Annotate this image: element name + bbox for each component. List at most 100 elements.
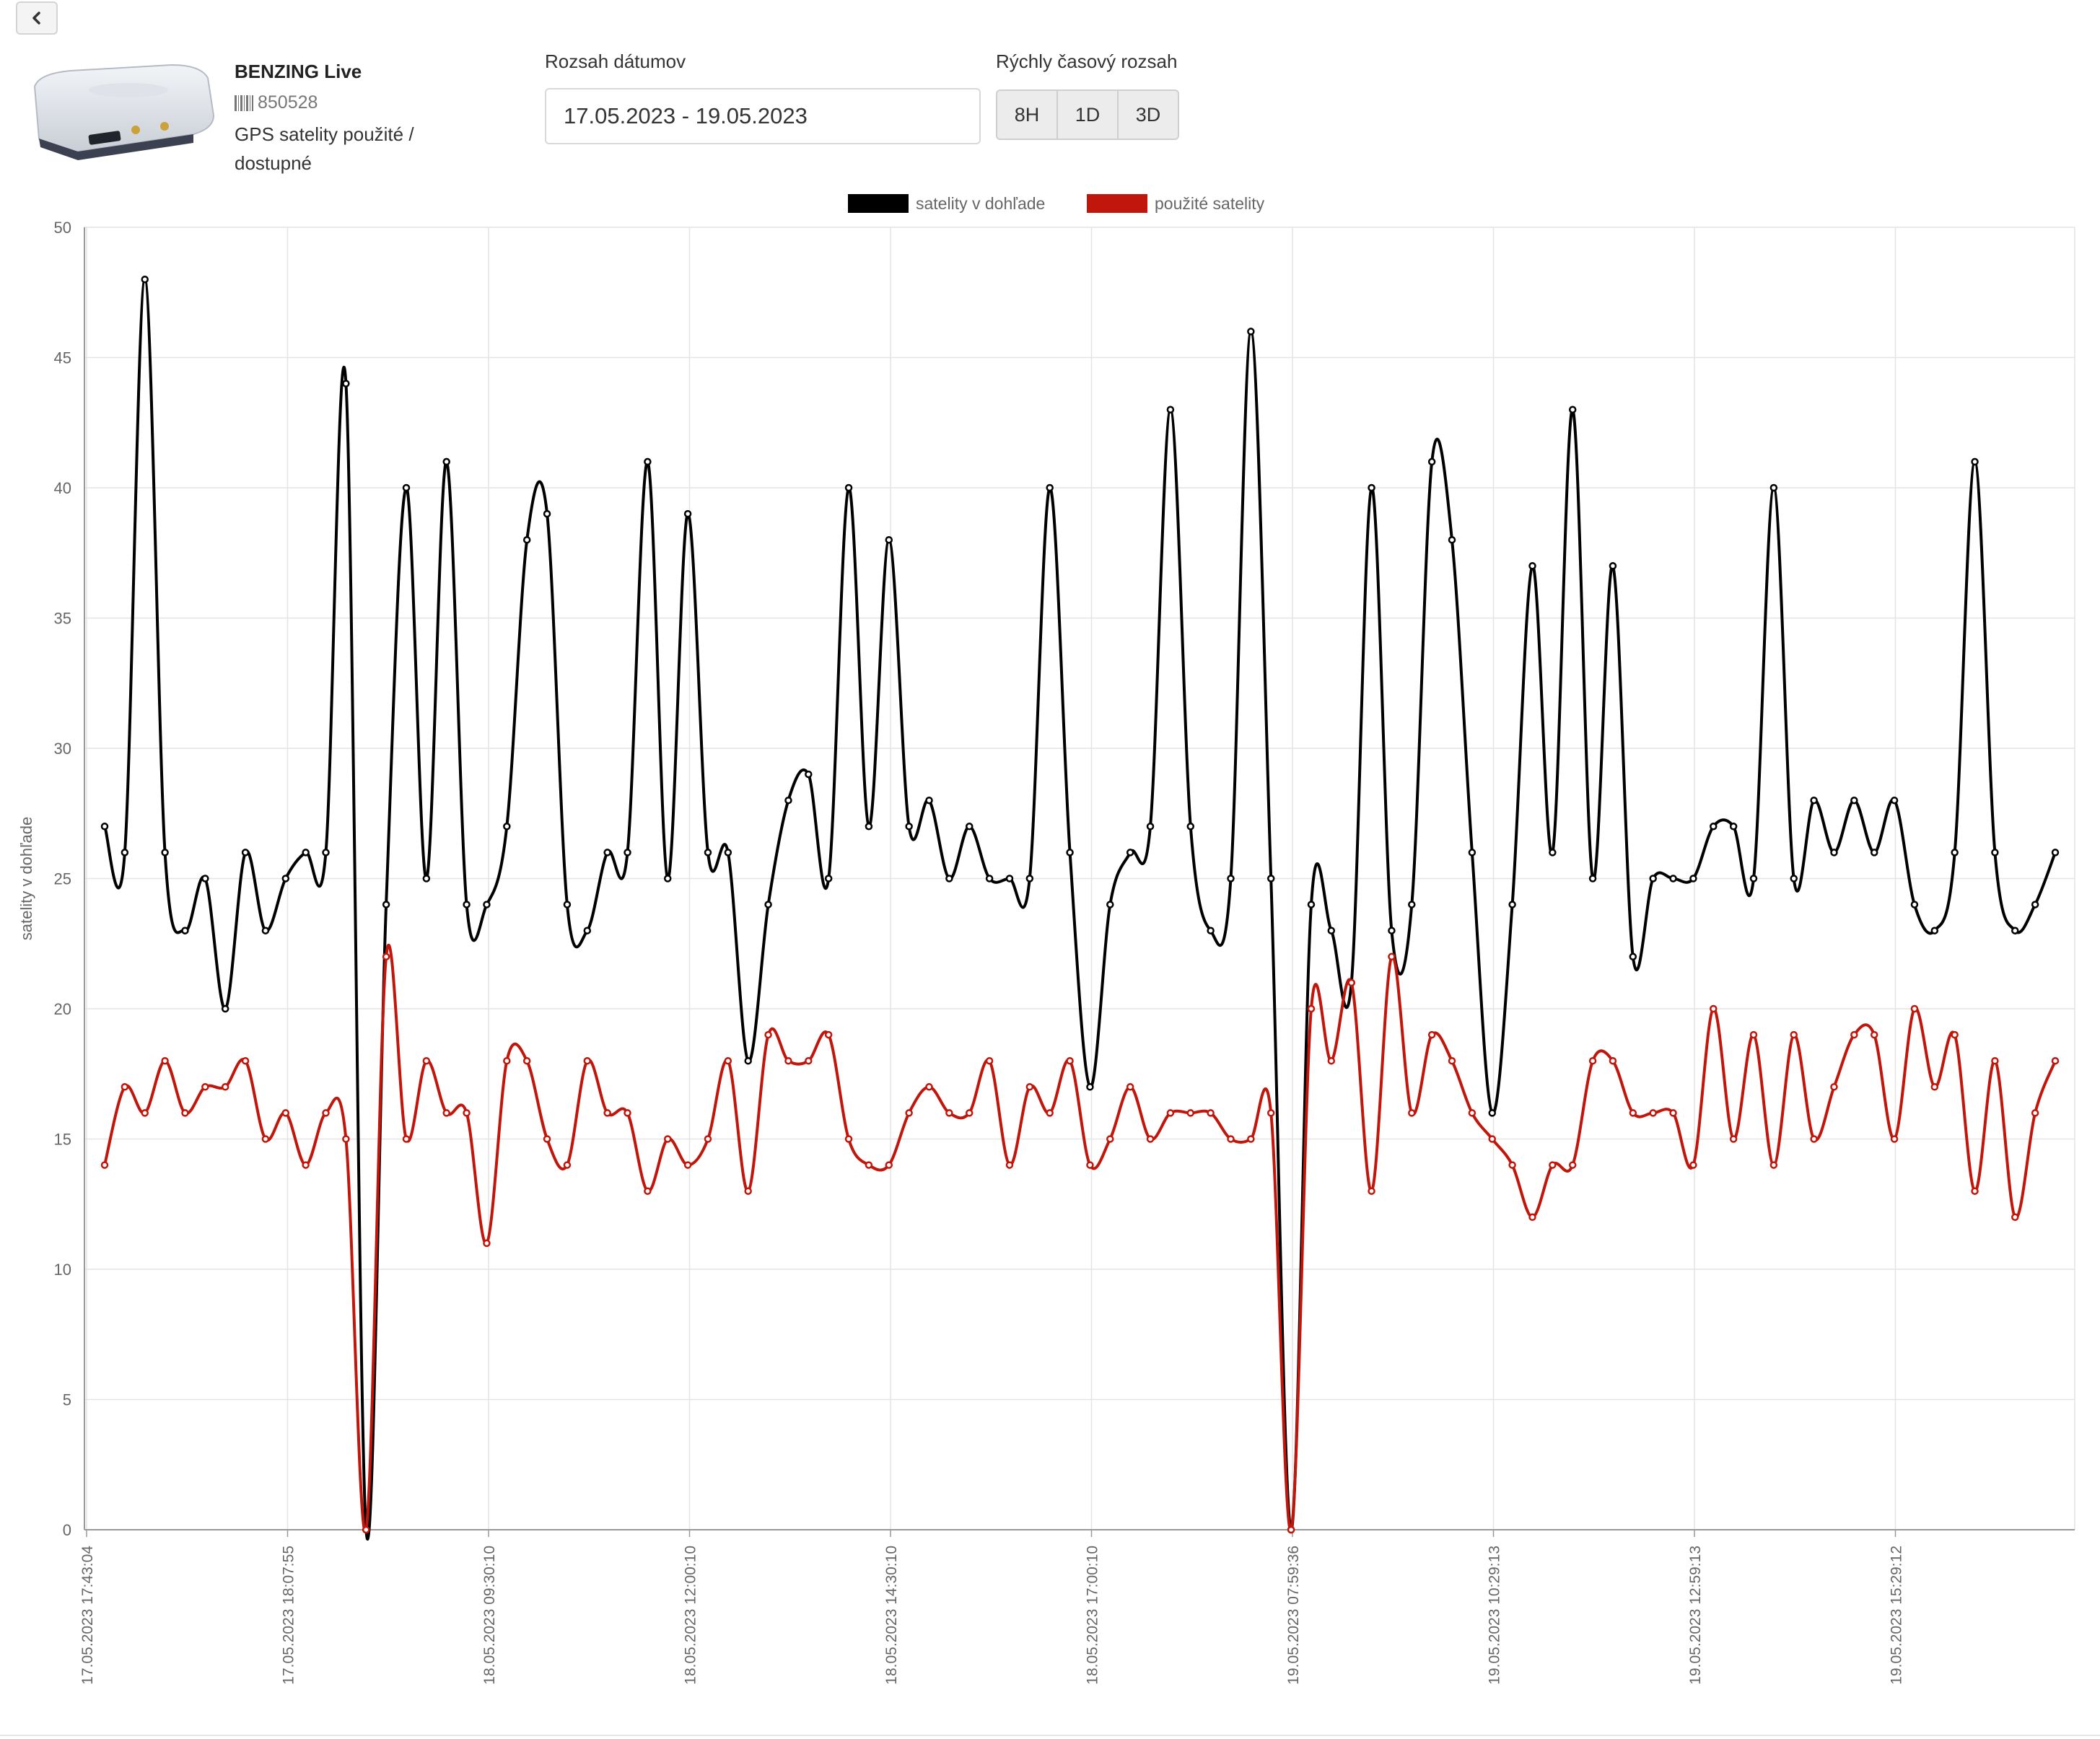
- data-point-1: [362, 1525, 370, 1534]
- data-point-1: [583, 1056, 592, 1065]
- data-point-1: [945, 1109, 953, 1117]
- x-tick-label: 18.05.2023 12:00:10: [683, 1546, 699, 1685]
- y-tick-label: 40: [54, 479, 71, 497]
- data-point-1: [2051, 1056, 2060, 1065]
- data-point-1: [100, 1161, 109, 1169]
- data-point-0: [1710, 823, 1718, 831]
- data-point-1: [844, 1135, 853, 1143]
- data-point-1: [784, 1056, 792, 1065]
- data-point-1: [503, 1056, 511, 1065]
- y-tick-label: 45: [54, 349, 71, 367]
- x-tick-label: 18.05.2023 17:00:10: [1085, 1546, 1101, 1685]
- data-point-0: [1166, 406, 1175, 413]
- data-point-1: [1388, 952, 1396, 961]
- data-point-0: [844, 483, 853, 492]
- data-point-0: [784, 796, 792, 805]
- data-point-1: [1066, 1056, 1074, 1065]
- data-point-0: [382, 901, 390, 908]
- data-point-1: [221, 1083, 229, 1091]
- data-point-0: [583, 927, 592, 934]
- data-point-0: [1046, 483, 1054, 492]
- data-point-1: [1508, 1161, 1516, 1169]
- x-tick-label: 19.05.2023 10:29:13: [1487, 1546, 1503, 1685]
- date-range-label: Rozsah dátumov: [545, 51, 686, 72]
- data-point-0: [442, 457, 450, 466]
- y-tick-label: 25: [54, 870, 71, 888]
- data-point-1: [483, 1239, 491, 1248]
- data-point-0: [2031, 901, 2039, 908]
- data-point-1: [1850, 1030, 1858, 1039]
- data-point-1: [382, 952, 390, 961]
- x-tick-label: 17.05.2023 17:43:04: [79, 1546, 96, 1685]
- device-description: GPS satelity použité / dostupné: [235, 123, 414, 174]
- data-point-0: [1609, 562, 1617, 570]
- data-point-1: [1991, 1056, 1999, 1065]
- data-point-0: [402, 483, 411, 492]
- data-point-1: [1729, 1135, 1738, 1143]
- data-point-1: [442, 1109, 450, 1117]
- x-tick-label: 18.05.2023 09:30:10: [481, 1546, 498, 1685]
- data-point-0: [1568, 406, 1577, 413]
- data-point-1: [322, 1109, 330, 1117]
- data-point-1: [1749, 1030, 1758, 1039]
- quick-range-3d-button[interactable]: 3D: [1117, 89, 1179, 140]
- data-point-1: [965, 1109, 974, 1117]
- data-point-0: [1207, 927, 1215, 934]
- data-point-1: [1408, 1109, 1416, 1117]
- data-point-1: [121, 1083, 129, 1091]
- data-point-1: [1890, 1135, 1899, 1143]
- data-point-1: [141, 1109, 149, 1117]
- data-point-1: [1790, 1030, 1798, 1039]
- data-point-1: [1669, 1109, 1677, 1117]
- data-point-1: [281, 1109, 290, 1117]
- data-point-1: [624, 1109, 631, 1117]
- data-point-0: [624, 849, 631, 857]
- data-point-0: [221, 1004, 229, 1013]
- data-point-1: [161, 1056, 169, 1065]
- legend-swatch-1: [1087, 194, 1147, 213]
- x-tick-label: 19.05.2023 07:59:36: [1285, 1546, 1302, 1685]
- x-tick-label: 19.05.2023 15:29:12: [1889, 1546, 1905, 1685]
- data-point-0: [483, 901, 491, 908]
- data-point-1: [1609, 1056, 1617, 1065]
- data-point-0: [1991, 849, 1999, 857]
- data-point-1: [1528, 1213, 1536, 1222]
- data-point-1: [1427, 1030, 1436, 1039]
- data-point-0: [1327, 927, 1336, 934]
- data-point-1: [764, 1030, 772, 1039]
- quick-range-8h-button[interactable]: 8H: [996, 89, 1058, 140]
- data-point-0: [241, 849, 250, 857]
- date-range-input[interactable]: [545, 88, 981, 144]
- data-point-1: [1046, 1109, 1054, 1117]
- data-point-1: [824, 1030, 833, 1039]
- quick-range-1d-button[interactable]: 1D: [1056, 89, 1119, 140]
- data-point-1: [704, 1135, 712, 1143]
- data-point-0: [1669, 875, 1677, 882]
- data-point-1: [2011, 1213, 2019, 1222]
- data-point-0: [181, 927, 189, 934]
- data-point-1: [1830, 1083, 1838, 1091]
- x-tick-label: 18.05.2023 14:30:10: [883, 1546, 900, 1685]
- data-point-0: [121, 849, 129, 857]
- back-button[interactable]: [16, 1, 58, 35]
- data-point-0: [885, 535, 893, 544]
- data-point-0: [161, 849, 169, 857]
- data-point-0: [1427, 457, 1436, 466]
- data-point-0: [463, 901, 471, 908]
- series-line-0: [103, 278, 2057, 1541]
- data-point-0: [1749, 875, 1758, 882]
- data-point-1: [1347, 978, 1355, 987]
- bottom-divider: [0, 1735, 2100, 1736]
- legend-swatch-0: [848, 194, 909, 213]
- data-point-0: [1227, 875, 1235, 882]
- data-point-1: [241, 1056, 250, 1065]
- y-tick-label: 15: [54, 1131, 71, 1149]
- data-point-0: [543, 509, 551, 518]
- data-point-0: [1448, 535, 1456, 544]
- data-point-0: [322, 849, 330, 857]
- data-point-1: [1649, 1109, 1657, 1117]
- data-point-1: [1810, 1135, 1818, 1143]
- quick-range-group: 8H 1D 3D: [996, 89, 1179, 140]
- data-point-1: [1247, 1135, 1255, 1143]
- data-point-1: [1106, 1135, 1114, 1143]
